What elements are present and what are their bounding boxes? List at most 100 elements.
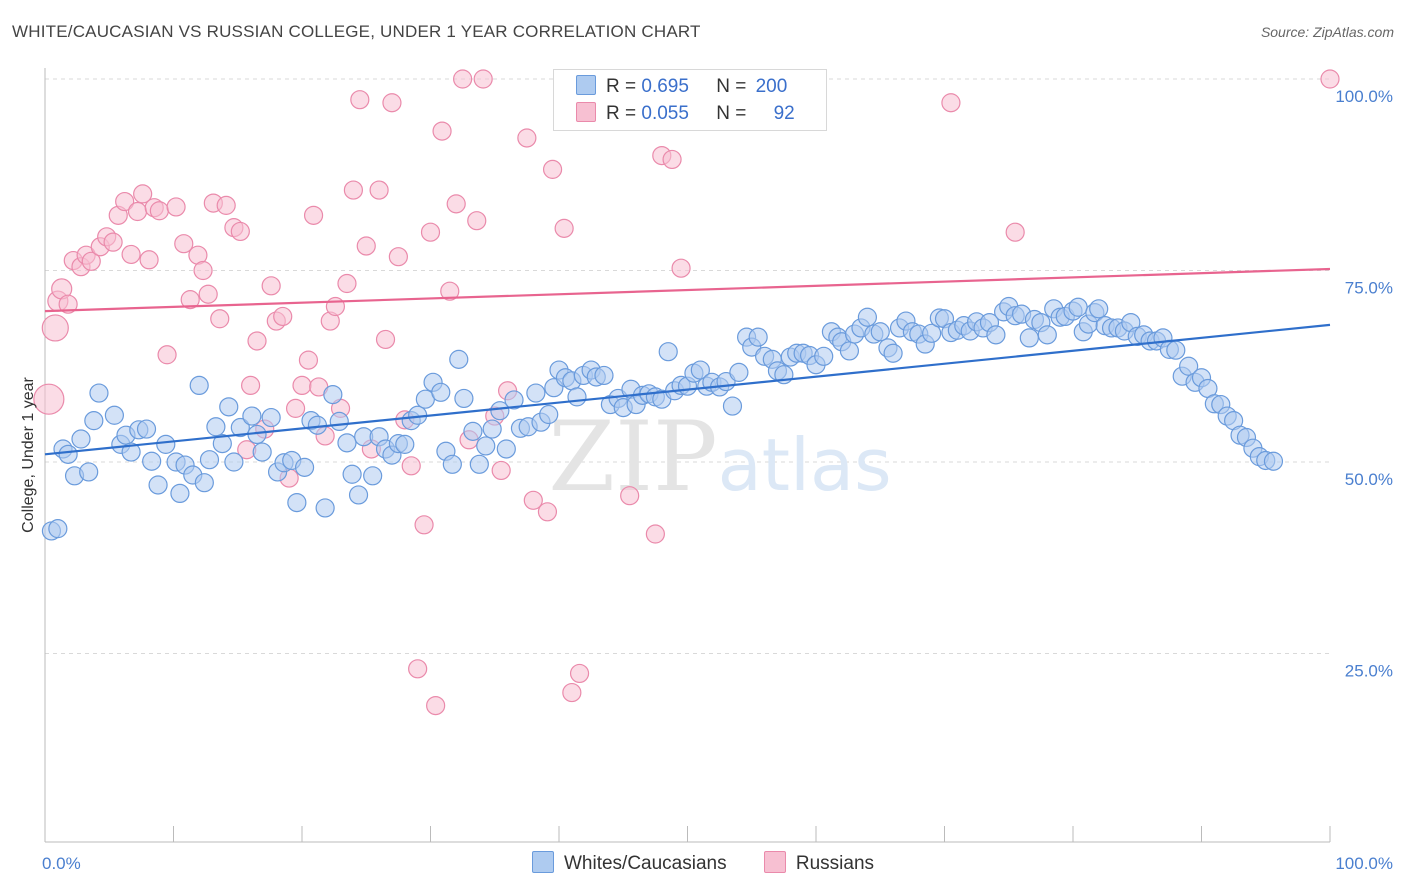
russian-point: [1005, 222, 1025, 242]
white-point: [242, 406, 262, 426]
white-point: [1089, 299, 1109, 319]
russians-trend-line: [44, 267, 1331, 313]
white-point: [315, 498, 335, 518]
white-point: [104, 405, 124, 425]
legend-n-value: 200: [755, 76, 788, 97]
y-tick-labels: 25.0% 50.0% 75.0% 100.0%: [1335, 87, 1393, 681]
white-point: [252, 442, 272, 462]
white-point: [1263, 451, 1284, 471]
y-tick-label: 25.0%: [1345, 662, 1393, 681]
russian-point: [554, 218, 574, 238]
russian-point: [440, 281, 460, 301]
white-point: [1019, 328, 1039, 348]
russian-point: [414, 515, 434, 535]
russian-point: [247, 331, 267, 351]
white-point: [729, 362, 749, 382]
russian-point: [467, 211, 487, 231]
white-point: [79, 462, 99, 482]
white-point: [449, 349, 469, 369]
stats-legend: R = 0.695 N = 200 R = 0.055 N = 92: [553, 69, 827, 131]
russian-point: [149, 201, 169, 221]
russian-point: [230, 221, 250, 242]
russian-point: [325, 296, 346, 317]
white-point: [224, 452, 244, 472]
white-point: [839, 341, 860, 361]
white-point: [658, 342, 678, 362]
russian-point: [133, 184, 153, 204]
legend-item-whites[interactable]: Whites/Caucasians: [531, 851, 727, 875]
watermark-atlas: atlas: [718, 423, 892, 507]
white-point: [883, 343, 903, 363]
white-point: [136, 419, 157, 439]
white-point: [1037, 325, 1057, 345]
y-tick-label: 75.0%: [1345, 279, 1393, 298]
white-point: [199, 450, 220, 470]
russian-point: [562, 682, 582, 703]
russian-point: [303, 205, 324, 225]
legend-r-value: 0.055: [641, 103, 689, 124]
white-point: [142, 451, 162, 471]
russian-point: [180, 290, 200, 310]
russian-point: [285, 398, 306, 418]
legend-row-russians: R = 0.055 N = 92: [576, 102, 795, 126]
legend-n-label: N =: [716, 103, 747, 124]
russian-point: [662, 149, 682, 170]
russian-point: [473, 69, 493, 89]
russians-legend-swatch-icon: [763, 851, 786, 873]
white-point: [261, 407, 281, 428]
russian-point: [273, 306, 293, 327]
white-point: [287, 492, 307, 513]
russian-point: [523, 490, 543, 510]
legend-row-whites: R = 0.695 N = 200: [576, 75, 787, 99]
legend-label-whites: Whites/Caucasians: [563, 853, 727, 874]
white-point: [431, 382, 451, 402]
watermark: ZIPatlas: [548, 401, 891, 513]
white-point: [206, 417, 226, 437]
legend-label-russians: Russians: [795, 853, 875, 874]
white-point: [454, 388, 474, 409]
white-point: [170, 483, 190, 504]
russian-point: [103, 232, 123, 252]
russian-point: [33, 383, 65, 415]
russian-point: [408, 659, 428, 679]
source-credit: Source: ZipAtlas.com: [1260, 24, 1394, 40]
white-point: [986, 325, 1006, 345]
russian-point: [193, 260, 213, 281]
russian-point: [542, 159, 563, 179]
white-point: [567, 387, 587, 407]
white-point: [323, 384, 343, 405]
russian-point: [420, 222, 441, 242]
whites-points: [41, 296, 1284, 541]
russian-point: [426, 695, 446, 716]
white-point: [148, 475, 168, 495]
russian-point: [620, 486, 640, 506]
russian-point: [671, 258, 691, 278]
russian-point: [432, 121, 452, 141]
white-point: [89, 383, 109, 403]
legend-item-russians[interactable]: Russians: [763, 851, 875, 875]
russian-point: [139, 250, 159, 270]
russian-point: [81, 251, 101, 271]
russians-swatch-icon: [576, 102, 596, 122]
white-point: [84, 411, 104, 431]
russian-point: [1320, 69, 1340, 89]
white-point: [230, 417, 250, 438]
russian-point: [292, 375, 312, 395]
russian-point: [941, 93, 961, 113]
white-point: [342, 464, 362, 484]
russian-point: [401, 456, 421, 476]
russian-point: [41, 314, 69, 342]
white-point: [1166, 340, 1186, 360]
whites-swatch-icon: [576, 75, 596, 95]
x-tick-label-min: 0.0%: [42, 854, 81, 873]
russian-point: [343, 180, 363, 200]
white-point: [870, 322, 890, 342]
white-point: [58, 444, 78, 464]
white-point: [212, 434, 232, 454]
white-point: [496, 439, 516, 459]
russian-point: [115, 191, 135, 212]
russian-point: [210, 309, 230, 329]
russians-points: [33, 69, 1340, 716]
russian-point: [382, 93, 402, 113]
